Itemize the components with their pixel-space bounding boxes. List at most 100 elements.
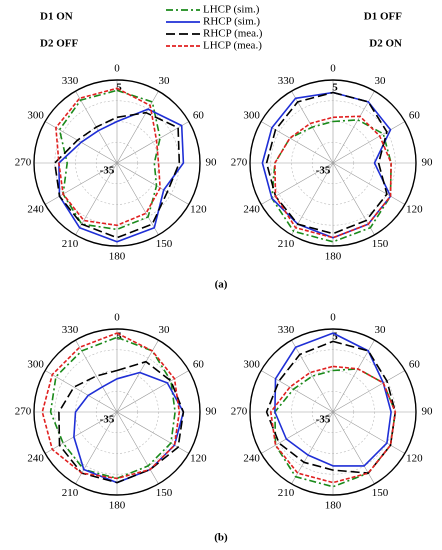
series-line xyxy=(54,111,181,239)
angle-label: 120 xyxy=(190,453,207,465)
angle-label: 150 xyxy=(156,487,173,499)
spoke xyxy=(291,339,334,413)
angle-label: 150 xyxy=(372,238,389,250)
series-line xyxy=(58,108,185,243)
series-line xyxy=(261,91,392,239)
spoke xyxy=(260,370,334,413)
series-line xyxy=(58,360,185,484)
angle-label: 240 xyxy=(27,453,44,465)
legend-label: RHCP (sim.) xyxy=(203,16,260,28)
angle-label: 0 xyxy=(330,312,336,324)
angle-label: 210 xyxy=(278,487,295,499)
angle-label: 90 xyxy=(206,157,218,169)
angle-label: 300 xyxy=(243,359,260,371)
series-line xyxy=(270,365,397,484)
r-tick-circle xyxy=(33,79,201,247)
series-line xyxy=(274,368,397,488)
spoke xyxy=(291,162,334,236)
r-tick-label: 5 xyxy=(116,331,122,343)
caption: (a) xyxy=(215,279,228,291)
legend-label: LHCP (sim.) xyxy=(203,4,260,16)
r-tick-circle xyxy=(249,79,417,247)
spoke xyxy=(44,162,118,205)
r-tick-label: 5 xyxy=(332,82,338,94)
angle-label: 210 xyxy=(62,487,79,499)
angle-label: 240 xyxy=(243,453,260,465)
spoke xyxy=(116,162,190,205)
angle-label: 120 xyxy=(406,453,423,465)
angle-label: 180 xyxy=(109,500,126,512)
spoke xyxy=(44,370,118,413)
spoke xyxy=(116,121,190,164)
spoke xyxy=(332,162,375,236)
spoke xyxy=(332,411,406,454)
r-tick-label: -35 xyxy=(316,165,331,177)
spoke xyxy=(44,411,118,454)
r-tick-label: 5 xyxy=(332,331,338,343)
angle-label: 180 xyxy=(325,500,342,512)
legend-label: RHCP (mea.) xyxy=(203,28,263,40)
spoke xyxy=(332,370,406,413)
spoke xyxy=(332,121,406,164)
angle-label: 60 xyxy=(193,359,205,371)
spoke xyxy=(332,411,375,485)
r-tick-circle xyxy=(33,328,201,496)
angle-label: 180 xyxy=(325,251,342,263)
spoke xyxy=(75,339,118,413)
spoke xyxy=(116,162,159,236)
r-tick-label: -35 xyxy=(100,414,115,426)
angle-label: 270 xyxy=(15,406,32,418)
angle-label: 300 xyxy=(243,110,260,122)
angle-label: 120 xyxy=(190,204,207,216)
angle-label: 60 xyxy=(409,110,421,122)
spoke xyxy=(260,411,334,454)
angle-label: 30 xyxy=(159,324,171,336)
r-tick-label: 5 xyxy=(116,82,122,94)
angle-label: 240 xyxy=(27,204,44,216)
angle-label: 60 xyxy=(409,359,421,371)
angle-label: 210 xyxy=(62,238,79,250)
r-tick-label: -35 xyxy=(316,414,331,426)
spoke xyxy=(332,339,375,413)
angle-label: 180 xyxy=(109,251,126,263)
angle-label: 210 xyxy=(278,238,295,250)
angle-label: 0 xyxy=(114,312,120,324)
angle-label: 90 xyxy=(422,406,434,418)
angle-label: 0 xyxy=(114,63,120,75)
angle-label: 300 xyxy=(27,359,44,371)
r-tick-circle xyxy=(249,328,417,496)
spoke xyxy=(116,411,159,485)
spoke xyxy=(75,411,118,485)
annotation: D2 OFF xyxy=(40,38,78,50)
spoke xyxy=(332,162,406,205)
angle-label: 90 xyxy=(206,406,218,418)
series-line xyxy=(265,91,388,235)
spoke xyxy=(116,90,159,164)
legend-label: LHCP (mea.) xyxy=(203,40,262,52)
angle-label: 30 xyxy=(159,75,171,87)
angle-label: 240 xyxy=(243,204,260,216)
angle-label: 150 xyxy=(156,238,173,250)
angle-label: 270 xyxy=(15,157,32,169)
angle-label: 330 xyxy=(62,75,79,87)
series-line xyxy=(274,115,392,239)
angle-label: 330 xyxy=(62,324,79,336)
angle-label: 150 xyxy=(372,487,389,499)
spoke xyxy=(260,121,334,164)
series-line xyxy=(55,87,161,227)
angle-label: 30 xyxy=(375,75,387,87)
annotation: D1 ON xyxy=(40,11,73,23)
angle-label: 330 xyxy=(278,75,295,87)
spoke xyxy=(291,411,334,485)
angle-label: 330 xyxy=(278,324,295,336)
spoke xyxy=(116,370,190,413)
angle-label: 30 xyxy=(375,324,387,336)
angle-label: 300 xyxy=(27,110,44,122)
angle-label: 90 xyxy=(422,157,434,169)
angle-label: 120 xyxy=(406,204,423,216)
series-line xyxy=(265,340,397,474)
spoke xyxy=(260,162,334,205)
angle-label: 270 xyxy=(231,157,248,169)
annotation: D2 ON xyxy=(369,38,402,50)
